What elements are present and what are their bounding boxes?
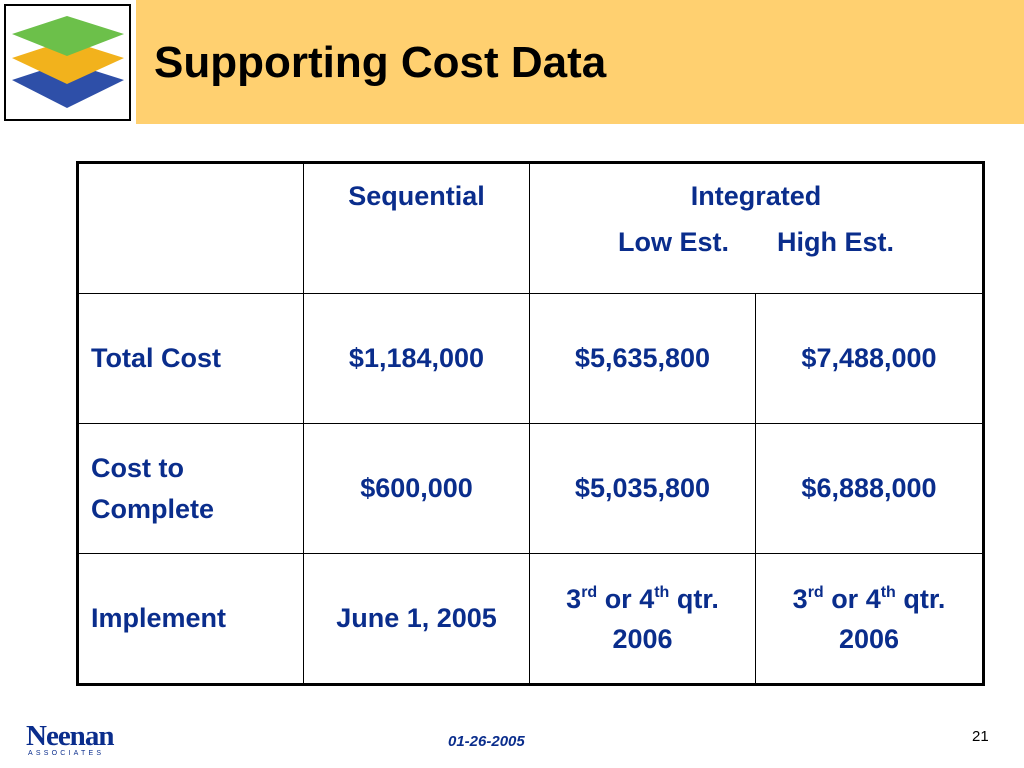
cell-implement-low: 3rd or 4th qtr. 2006 xyxy=(529,553,756,685)
header-integrated-label: Integrated xyxy=(690,181,822,211)
implement-low-year: 2006 xyxy=(612,623,673,654)
implement-high-year: 2006 xyxy=(838,623,900,654)
layers-logo-icon xyxy=(12,16,124,108)
row-label-line1: Cost to xyxy=(91,452,184,483)
cost-table: Sequential Integrated Low Est. High Est.… xyxy=(76,161,985,686)
header-estimates: Low Est. High Est. xyxy=(530,219,982,265)
table-row: Implement June 1, 2005 3rd or 4th qtr. 20… xyxy=(77,553,984,685)
layers-logo xyxy=(4,4,131,121)
row-label-line2: Complete xyxy=(91,493,215,524)
implement-high-sup2: th xyxy=(880,583,896,601)
table-header-row: Sequential Integrated Low Est. High Est. xyxy=(77,162,984,294)
neenan-logo-sub: ASSOCIATES xyxy=(28,750,105,757)
cell-total-high: $7,488,000 xyxy=(755,293,984,424)
row-label-implement: Implement xyxy=(77,553,304,685)
header-band xyxy=(136,0,1024,124)
implement-high-text: 3rd or 4th qtr. 2006 xyxy=(793,579,946,659)
cell-complete-low: $5,035,800 xyxy=(529,423,756,554)
implement-high-tail: qtr. xyxy=(895,583,946,614)
neenan-logo-word: Neenan xyxy=(26,720,114,752)
header-high-est: High Est. xyxy=(777,227,895,257)
page-title: Supporting Cost Data xyxy=(154,38,607,87)
implement-low-tail: qtr. xyxy=(669,583,719,614)
neenan-logo: Neenan ASSOCIATES xyxy=(26,720,114,758)
cell-total-sequential: $1,184,000 xyxy=(303,293,530,424)
row-label-total-cost: Total Cost xyxy=(77,293,304,424)
implement-high-num1: 3 xyxy=(792,583,808,614)
footer-date: 01-26-2005 xyxy=(448,733,525,750)
header-sequential-label: Sequential xyxy=(348,181,485,211)
row-label-cost-to-complete: Cost to Complete xyxy=(77,423,304,554)
cell-complete-high: $6,888,000 xyxy=(755,423,984,554)
implement-low-num1: 3 xyxy=(566,583,582,614)
implement-low-sup2: th xyxy=(654,583,670,601)
cell-implement-sequential: June 1, 2005 xyxy=(303,553,530,685)
implement-low-sup1: rd xyxy=(581,583,598,601)
cell-total-low: $5,635,800 xyxy=(529,293,756,424)
implement-low-mid: or 4 xyxy=(597,583,655,614)
header-low-est: Low Est. xyxy=(617,227,729,257)
header-corner-cell xyxy=(77,162,304,294)
table-row: Total Cost $1,184,000 $5,635,800 $7,488,… xyxy=(77,293,984,424)
header-sequential: Sequential xyxy=(303,162,530,294)
cell-implement-high: 3rd or 4th qtr. 2006 xyxy=(755,553,984,685)
implement-high-sup1: rd xyxy=(807,583,824,601)
page-number: 21 xyxy=(972,728,989,745)
implement-high-mid: or 4 xyxy=(823,583,881,614)
cell-complete-sequential: $600,000 xyxy=(303,423,530,554)
implement-low-text: 3rd or 4th qtr. 2006 xyxy=(566,579,719,659)
header-integrated: Integrated Low Est. High Est. xyxy=(529,162,984,294)
table-row: Cost to Complete $600,000 $5,035,800 $6,… xyxy=(77,423,984,554)
